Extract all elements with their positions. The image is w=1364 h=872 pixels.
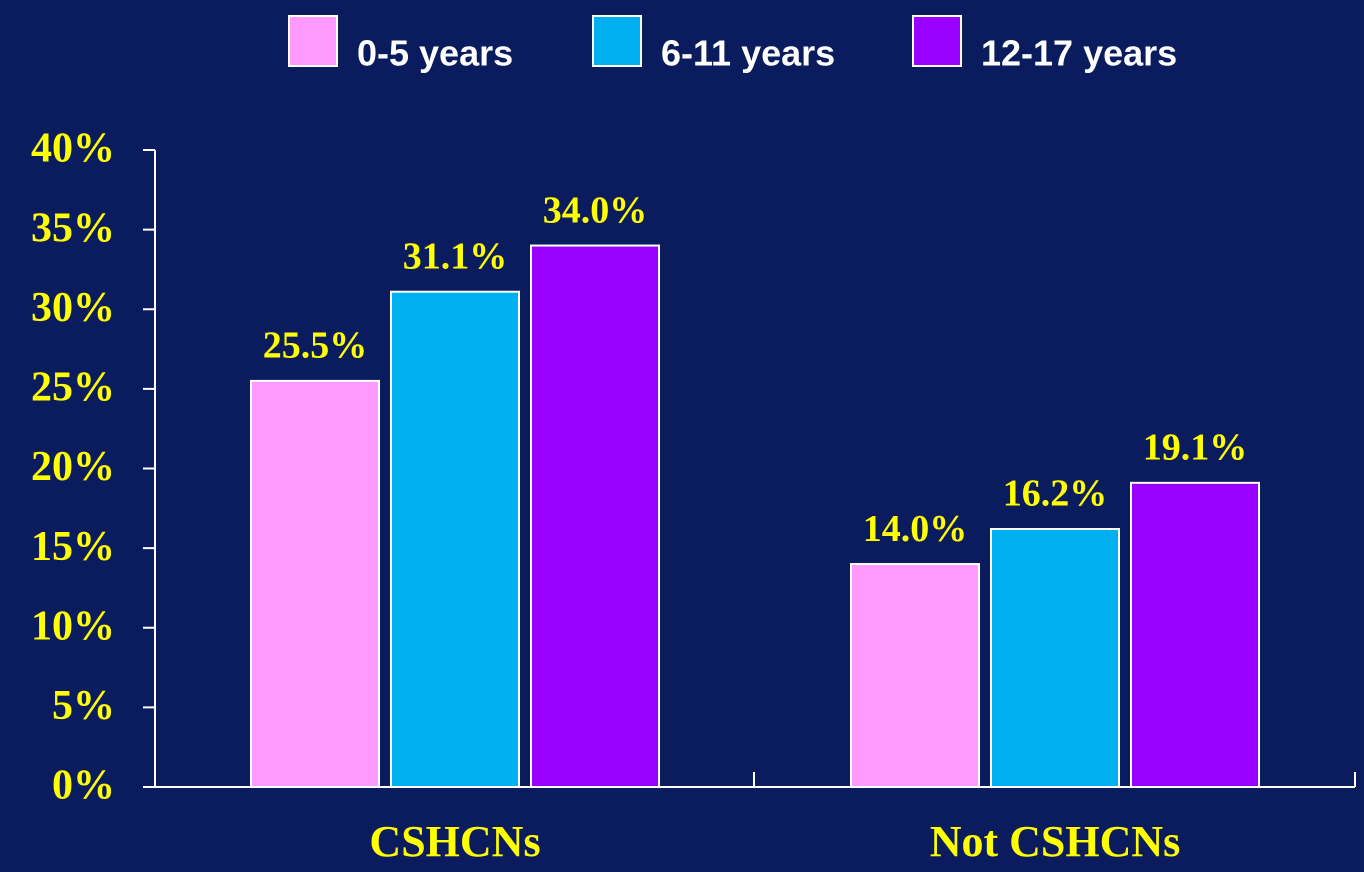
y-tick-label: 0% bbox=[52, 763, 115, 809]
y-tick-label: 10% bbox=[31, 603, 115, 649]
bar bbox=[990, 528, 1120, 788]
y-tick-label: 15% bbox=[31, 524, 115, 570]
value-label: 25.5% bbox=[263, 325, 368, 367]
value-label: 34.0% bbox=[543, 189, 648, 231]
bar bbox=[850, 563, 980, 788]
legend-swatch bbox=[592, 15, 642, 67]
bar bbox=[390, 290, 520, 788]
bar bbox=[250, 379, 380, 788]
bar bbox=[530, 244, 660, 789]
bar bbox=[1130, 481, 1260, 788]
legend-label: 6-11 years bbox=[661, 33, 835, 74]
y-tick-label: 40% bbox=[31, 126, 115, 172]
y-tick-label: 35% bbox=[31, 205, 115, 251]
y-tick-label: 5% bbox=[52, 683, 115, 729]
x-tick-label: Not CSHCNs bbox=[930, 817, 1181, 866]
legend-label: 0-5 years bbox=[357, 33, 513, 74]
value-label: 19.1% bbox=[1143, 427, 1248, 469]
x-tick-label: CSHCNs bbox=[369, 817, 540, 866]
value-label: 14.0% bbox=[863, 508, 968, 550]
value-label: 31.1% bbox=[403, 235, 508, 277]
value-label: 16.2% bbox=[1003, 473, 1108, 515]
y-tick-label: 20% bbox=[31, 444, 115, 490]
legend-swatch bbox=[288, 15, 338, 67]
legend-swatch bbox=[912, 15, 962, 67]
legend-label: 12-17 years bbox=[981, 33, 1177, 74]
y-tick-label: 30% bbox=[31, 285, 115, 331]
y-tick-label: 25% bbox=[31, 365, 115, 411]
